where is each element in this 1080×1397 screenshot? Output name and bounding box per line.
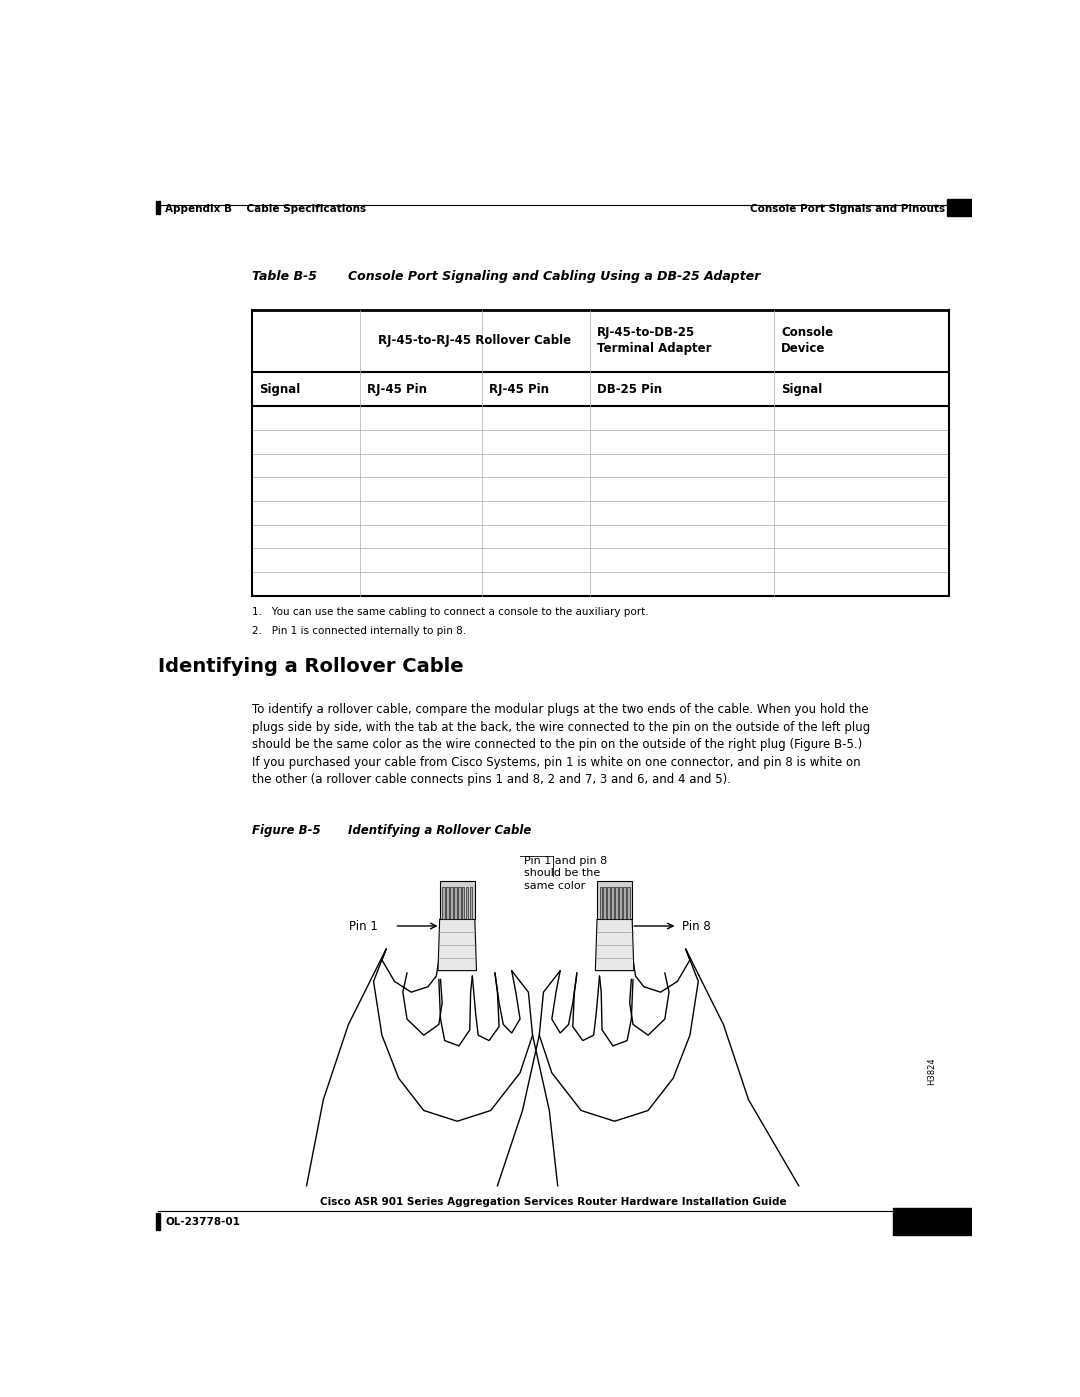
- Text: OL-23778-01: OL-23778-01: [165, 1217, 240, 1227]
- Polygon shape: [438, 919, 476, 971]
- Text: Cisco ASR 901 Series Aggregation Services Router Hardware Installation Guide: Cisco ASR 901 Series Aggregation Service…: [320, 1197, 787, 1207]
- Text: H3824: H3824: [928, 1058, 936, 1085]
- Bar: [893, 1208, 972, 1235]
- Text: RJ-45 Pin: RJ-45 Pin: [367, 383, 427, 395]
- Text: RJ-45 Pin: RJ-45 Pin: [488, 383, 549, 395]
- Bar: [616, 887, 618, 919]
- Bar: [607, 887, 610, 919]
- Bar: [440, 882, 475, 919]
- Bar: [599, 887, 603, 919]
- Bar: [156, 201, 160, 214]
- Text: To identify a rollover cable, compare the modular plugs at the two ends of the c: To identify a rollover cable, compare th…: [253, 703, 870, 787]
- Text: Table B-5: Table B-5: [253, 270, 318, 282]
- Text: Pin 8: Pin 8: [681, 919, 711, 933]
- Text: Identifying a Rollover Cable: Identifying a Rollover Cable: [349, 824, 531, 837]
- Text: RJ-45-to-RJ-45 Rollover Cable: RJ-45-to-RJ-45 Rollover Cable: [378, 334, 571, 348]
- Bar: [156, 1213, 160, 1231]
- Polygon shape: [595, 919, 634, 971]
- Bar: [450, 887, 453, 919]
- Text: Console
Device: Console Device: [781, 327, 834, 355]
- Bar: [458, 887, 460, 919]
- Bar: [604, 887, 606, 919]
- Bar: [462, 887, 464, 919]
- Bar: [465, 887, 469, 919]
- Bar: [454, 887, 457, 919]
- Text: Pin 1: Pin 1: [349, 919, 378, 933]
- Text: Signal: Signal: [259, 383, 300, 395]
- Text: Console Port Signaling and Cabling Using a DB-25 Adapter: Console Port Signaling and Cabling Using…: [349, 270, 760, 282]
- Text: B-5: B-5: [921, 1215, 944, 1228]
- Bar: [611, 887, 615, 919]
- Bar: [470, 887, 472, 919]
- Bar: [626, 887, 630, 919]
- Text: RJ-45-to-DB-25
Terminal Adapter: RJ-45-to-DB-25 Terminal Adapter: [596, 327, 711, 355]
- Text: DB-25 Pin: DB-25 Pin: [596, 383, 662, 395]
- Text: Appendix B    Cable Specifications: Appendix B Cable Specifications: [165, 204, 366, 214]
- Text: Console Port Signals and Pinouts: Console Port Signals and Pinouts: [751, 204, 945, 214]
- Text: Identifying a Rollover Cable: Identifying a Rollover Cable: [159, 657, 464, 676]
- Text: Figure B-5: Figure B-5: [253, 824, 321, 837]
- Text: Pin 1 and pin 8
should be the
same color: Pin 1 and pin 8 should be the same color: [524, 856, 607, 891]
- Bar: [442, 887, 445, 919]
- Bar: [619, 887, 622, 919]
- Text: 1.   You can use the same cabling to connect a console to the auxiliary port.: 1. You can use the same cabling to conne…: [253, 606, 649, 616]
- Bar: [623, 887, 625, 919]
- Bar: [597, 882, 632, 919]
- Text: 2.   Pin 1 is connected internally to pin 8.: 2. Pin 1 is connected internally to pin …: [253, 626, 467, 636]
- Text: Signal: Signal: [781, 383, 822, 395]
- Bar: [446, 887, 449, 919]
- Bar: [947, 198, 972, 217]
